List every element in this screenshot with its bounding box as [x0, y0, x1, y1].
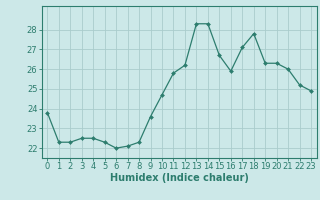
X-axis label: Humidex (Indice chaleur): Humidex (Indice chaleur): [110, 173, 249, 183]
